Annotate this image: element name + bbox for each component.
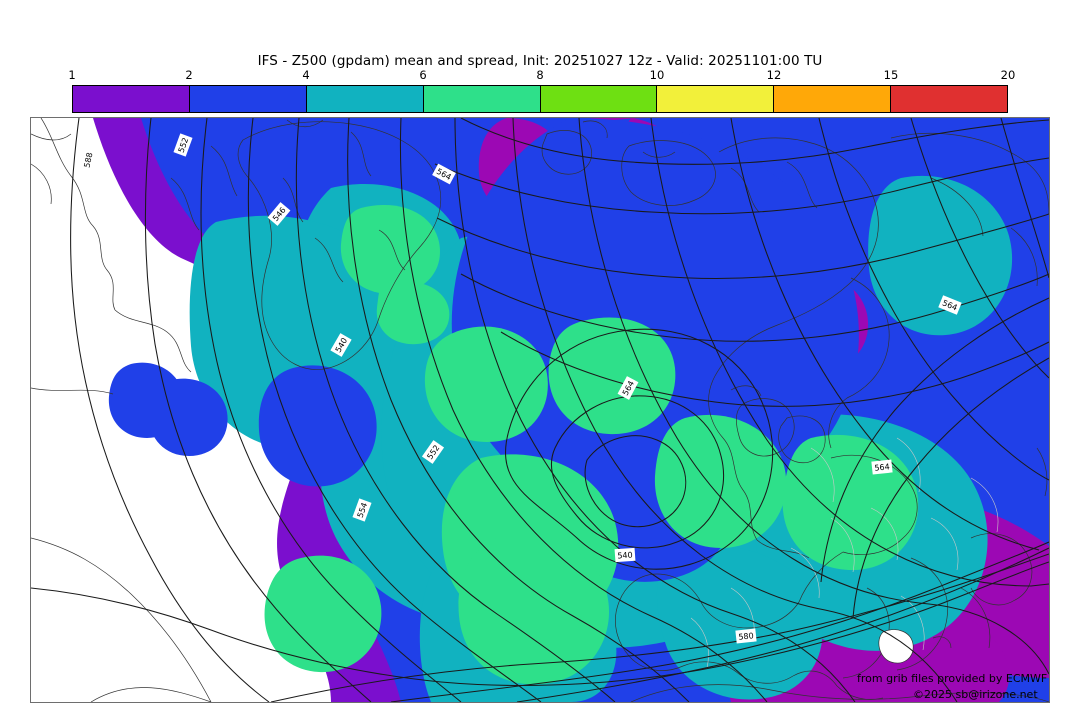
colorbar [72, 85, 1008, 113]
contour-label-bg [421, 440, 445, 464]
contour-label-text: 588 [82, 152, 94, 169]
page-title: IFS - Z500 (gpdam) mean and spread, Init… [257, 53, 823, 69]
contour-label-bg [614, 547, 636, 563]
colorbar-segment-3 [423, 86, 541, 112]
contour-label-bg [617, 376, 639, 400]
contour-label-bg [79, 148, 97, 172]
contour-label-bg [938, 295, 962, 315]
contour-label: 540 [330, 333, 352, 357]
contour-label-bg [735, 628, 757, 644]
spread-band-springgreen [264, 205, 919, 685]
colorbar-tick-12: 12 [766, 68, 782, 82]
contour-label: 564 [432, 163, 456, 185]
colorbar-tick-2: 2 [185, 68, 193, 82]
contour-label: 580 [735, 628, 757, 644]
colorbar-segment-7 [891, 86, 1007, 112]
contour-label: 540 [614, 547, 636, 563]
spread-filled-contours [93, 118, 1049, 702]
contour-label: 588 [79, 148, 97, 172]
colorbar-segment-6 [774, 86, 892, 112]
contour-label: 552 [173, 133, 193, 157]
contour-label: 564 [938, 295, 962, 315]
colorbar-tick-1: 1 [68, 68, 76, 82]
source-credit: from grib files provided by ECMWF [857, 672, 1048, 685]
contour-label-text: 580 [738, 631, 754, 642]
colorbar-container: 1 2 4 6 8 10 12 15 20 [68, 68, 1015, 113]
colorbar-tick-4: 4 [302, 68, 310, 82]
contour-label-bg [871, 459, 893, 475]
contour-label-bg [432, 163, 456, 185]
coastlines [31, 118, 1049, 702]
colorbar-tick-8: 8 [536, 68, 544, 82]
contour-label-bg [330, 333, 352, 357]
colorbar-segment-4 [540, 86, 658, 112]
contour-label-bg [173, 133, 193, 157]
contour-label-bg [267, 202, 291, 226]
colorbar-segment-2 [306, 86, 424, 112]
copyright-credit: ©2025 sb@irizone.net [913, 688, 1038, 701]
contour-label: 552 [421, 440, 445, 464]
colorbar-tick-10: 10 [649, 68, 665, 82]
contour-label-bg [352, 498, 372, 522]
height-contours [31, 118, 1049, 702]
map-panel[interactable]: 588 552 564 546 540 552 564 564 554 540 564 580 [30, 117, 1050, 703]
colorbar-tick-labels: 1 2 4 6 8 10 12 15 20 [68, 68, 1015, 84]
contour-label: 564 [617, 376, 639, 400]
colorbar-segment-5 [657, 86, 775, 112]
colorbar-segment-1 [189, 86, 307, 112]
contour-label: 564 [871, 459, 893, 475]
colorbar-tick-6: 6 [419, 68, 427, 82]
colorbar-tick-20: 20 [1000, 68, 1016, 82]
colorbar-tick-15: 15 [883, 68, 899, 82]
contour-label-text: 564 [874, 462, 890, 473]
colorbar-segment-0 [73, 86, 190, 112]
contour-label: 554 [352, 498, 372, 522]
contour-label-text: 540 [617, 550, 633, 560]
